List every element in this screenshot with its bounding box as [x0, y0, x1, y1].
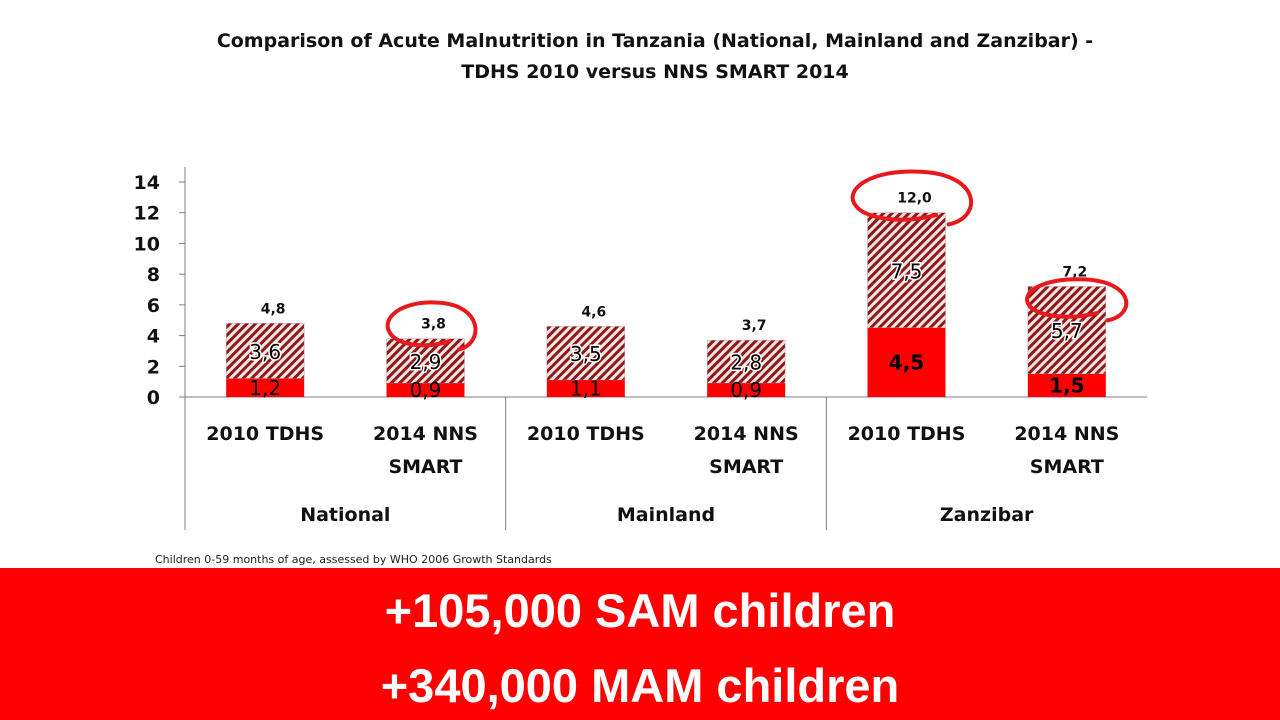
chart-title-line-1: Comparison of Acute Malnutrition in Tanz…	[216, 30, 1094, 52]
chart-labels: 1,2 3,6 4,8 0,9 2,9 3,8 1,1 3,5 4,6 0,9 2,8 3,7 4,5 7…	[248, 191, 1087, 402]
x-category-label: 2014 NNS	[1014, 423, 1119, 445]
y-tick-label: 6	[147, 295, 160, 317]
bar-label-mam: 3,6	[249, 340, 281, 364]
bar-label-mam: 2,9	[410, 350, 442, 374]
bar-label-sam: 1,2	[249, 376, 281, 400]
bar-mam	[1027, 286, 1107, 375]
bar-sam	[867, 327, 946, 397]
banner-mam-line: +340,000 MAM children	[380, 659, 900, 712]
bar-label-sam: 1,1	[570, 377, 602, 401]
bar-total-label: 12,0	[897, 191, 932, 207]
bar-total-label: 3,8	[421, 317, 446, 333]
stacked-bar-chart: 0 2 4 6 8 10 12 14 2010 TDHS 2014 NNS SMART 2010 TD…	[134, 167, 1147, 530]
x-category-label: 2014 NNS	[694, 423, 799, 445]
y-tick-label: 4	[147, 326, 160, 348]
bar-label-mam: 5,7	[1051, 319, 1083, 343]
bar-mam	[867, 212, 946, 329]
bar-sam	[707, 383, 786, 397]
x-group-label: Zanzibar	[940, 504, 1034, 526]
summary-banner: +105,000 SAM children +340,000 MAM child…	[0, 568, 1280, 720]
chart-bars	[225, 212, 1107, 397]
x-category-label: 2014 NNS	[373, 423, 478, 445]
y-tick-label: 8	[147, 264, 160, 286]
bar-mam	[546, 326, 626, 381]
annotation-circles	[385, 169, 1129, 352]
bar-label-mam: 7,5	[891, 259, 923, 283]
x-category-label: SMART	[1030, 456, 1104, 478]
y-tick-label: 14	[134, 172, 160, 194]
chart-title-line-2: TDHS 2010 versus NNS SMART 2014	[461, 61, 849, 83]
annotation-circle	[1025, 277, 1129, 323]
bar-total-label: 4,8	[261, 301, 286, 317]
bar-label-sam: 1,5	[1049, 373, 1084, 397]
y-tick-label: 12	[134, 203, 160, 225]
x-group-label: Mainland	[617, 504, 715, 526]
x-category-label: 2010 TDHS	[527, 423, 645, 445]
chart-title: Comparison of Acute Malnutrition in Tanz…	[150, 26, 1160, 88]
x-category-label: SMART	[388, 456, 462, 478]
bar-total-label: 7,2	[1062, 264, 1087, 280]
bar-label-sam: 0,9	[410, 378, 442, 402]
footnote: Children 0-59 months of age, assessed by…	[155, 553, 552, 566]
bar-sam	[226, 378, 305, 397]
x-category-label: 2010 TDHS	[848, 423, 966, 445]
bar-total-label: 4,6	[581, 304, 606, 320]
y-tick-label: 10	[134, 233, 160, 255]
y-tick-label: 0	[147, 387, 160, 409]
bar-sam	[386, 383, 465, 397]
bar-label-mam: 2,8	[730, 351, 762, 375]
chart-axes: 0 2 4 6 8 10 12 14 2010 TDHS 2014 NNS SMART 2010 TD…	[134, 167, 1147, 530]
annotation-circle	[385, 300, 478, 352]
bar-total-label: 3,7	[742, 318, 767, 334]
bar-sam	[546, 380, 625, 397]
bar-label-sam: 4,5	[889, 350, 924, 374]
banner-sam-line: +105,000 SAM children	[384, 584, 896, 637]
y-tick-label: 2	[147, 356, 160, 378]
bar-mam	[225, 323, 305, 379]
bar-label-mam: 3,5	[570, 342, 602, 366]
x-category-label: 2010 TDHS	[206, 423, 324, 445]
x-category-label: SMART	[709, 456, 783, 478]
bar-mam	[706, 339, 786, 384]
x-group-label: National	[300, 504, 390, 526]
bar-label-sam: 0,9	[730, 378, 762, 402]
annotation-circle	[850, 169, 974, 227]
bar-sam	[1027, 373, 1106, 397]
